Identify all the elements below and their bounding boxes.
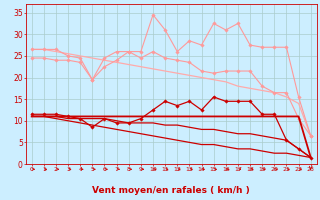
X-axis label: Vent moyen/en rafales ( km/h ): Vent moyen/en rafales ( km/h ) bbox=[92, 186, 250, 195]
